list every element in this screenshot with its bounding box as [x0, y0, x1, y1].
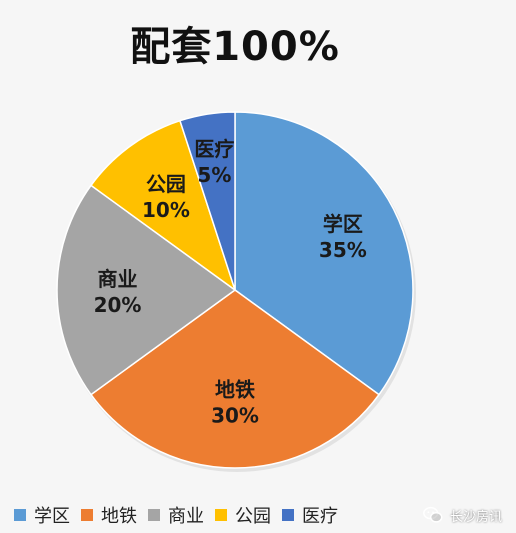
legend-label: 学区 [34, 506, 70, 527]
slice-category-label: 医疗 [194, 137, 234, 161]
legend-item: 医疗 [282, 502, 338, 528]
legend-label: 医疗 [302, 506, 338, 527]
legend-label: 地铁 [101, 506, 137, 527]
legend-swatch [148, 509, 160, 521]
slice-category-label: 公园 [146, 172, 186, 196]
legend-item: 地铁 [81, 502, 137, 528]
pie-slice-3 [89, 119, 237, 292]
wechat-icon [423, 506, 443, 523]
legend-item: 学区 [14, 502, 70, 528]
pie-slice-1 [89, 289, 381, 469]
legend-label: 商业 [168, 506, 204, 527]
slice-category-label: 商业 [98, 267, 138, 291]
pie-slice-2 [56, 184, 237, 396]
legend-swatch [81, 509, 93, 521]
slice-value-label: 5% [197, 163, 231, 187]
legend-item: 商业 [148, 502, 204, 528]
slice-value-label: 30% [211, 403, 259, 427]
watermark: 长沙房讯 [422, 503, 502, 527]
slice-value-label: 35% [319, 238, 367, 262]
legend-label: 公园 [235, 506, 271, 527]
legend-swatch [215, 509, 227, 521]
slice-category-label: 学区 [323, 212, 363, 236]
legend-swatch [14, 509, 26, 521]
chart-title: 配套100% [130, 24, 340, 70]
slice-value-label: 20% [94, 293, 142, 317]
chart-legend: 学区 地铁 商业 公园 医疗 [14, 503, 349, 527]
pie-slice-0 [234, 111, 414, 396]
legend-item: 公园 [215, 502, 271, 528]
watermark-text: 长沙房讯 [449, 509, 502, 525]
slice-category-label: 地铁 [215, 377, 255, 401]
slice-value-label: 10% [142, 198, 190, 222]
pie-slice-4 [179, 111, 236, 291]
legend-swatch [282, 509, 294, 521]
